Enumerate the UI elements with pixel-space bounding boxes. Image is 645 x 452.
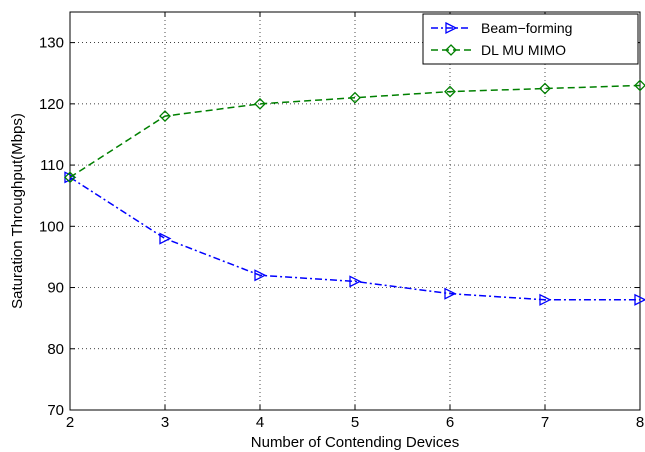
legend: Beam−forming DL MU MIMO	[422, 13, 639, 65]
y-tick-label: 80	[47, 341, 64, 358]
data-point-dl-mu-mimo	[634, 79, 645, 92]
axis-ticks: 2 3 4 5 6 7 8 70 80 90 100 110 120 130	[39, 12, 644, 431]
y-tick-label: 100	[39, 218, 64, 235]
series-line-dl-mu-mimo	[69, 84, 641, 178]
x-axis-label: Number of Contending Devices	[251, 434, 459, 451]
y-tick-label: 70	[47, 402, 64, 419]
data-point-beam-forming	[634, 293, 645, 306]
x-tick-label: 5	[351, 414, 359, 431]
legend-marker-dl-mu-mimo	[445, 44, 457, 56]
x-tick-label: 3	[161, 414, 169, 431]
y-axis-label: Saturation Throughput(Mbps)	[9, 113, 26, 309]
data-point-beam-forming	[159, 232, 172, 245]
legend-label-dl-mu-mimo: DL MU MIMO	[481, 42, 566, 58]
plot-area	[69, 11, 641, 411]
x-tick-label: 4	[256, 414, 264, 431]
data-point-dl-mu-mimo	[349, 91, 361, 104]
x-tick-label: 8	[636, 414, 644, 431]
legend-label-beam-forming: Beam−forming	[481, 20, 572, 36]
data-point-beam-forming	[349, 275, 362, 288]
legend-marker-beam-forming	[445, 21, 458, 35]
y-tick-label: 110	[40, 157, 64, 174]
series-lines	[64, 79, 645, 306]
y-tick-label: 120	[39, 96, 64, 113]
data-point-dl-mu-mimo	[254, 97, 266, 110]
series-line-beam-forming	[69, 176, 640, 301]
data-point-dl-mu-mimo	[539, 82, 551, 95]
y-tick-label: 130	[39, 35, 64, 52]
legend-box	[422, 13, 639, 65]
x-tick-label: 7	[541, 414, 549, 431]
data-point-beam-forming	[254, 269, 267, 282]
x-tick-label: 6	[446, 414, 454, 431]
data-point-beam-forming	[539, 293, 552, 306]
data-point-dl-mu-mimo	[64, 171, 76, 184]
x-tick-label: 2	[66, 414, 74, 431]
y-tick-label: 90	[47, 280, 64, 297]
data-point-beam-forming	[444, 287, 457, 300]
data-point-dl-mu-mimo	[444, 85, 456, 98]
legend-items: Beam−forming DL MU MIMO	[431, 20, 572, 58]
grid-lines	[70, 12, 640, 410]
data-point-dl-mu-mimo	[159, 110, 171, 123]
